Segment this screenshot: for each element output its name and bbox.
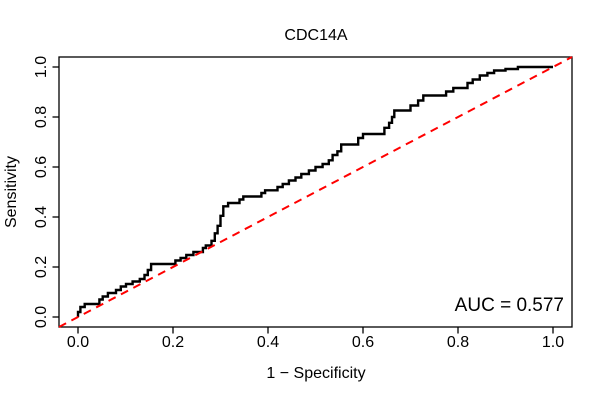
x-tick-label: 0.0 (67, 334, 89, 351)
x-tick-label: 1.0 (542, 334, 564, 351)
y-tick-label: 0.0 (33, 306, 50, 328)
x-axis-ticks: 0.0 0.2 0.4 0.6 0.8 1.0 (67, 327, 564, 351)
x-tick-label: 0.4 (257, 334, 279, 351)
x-axis-title: 1 − Specificity (266, 365, 365, 382)
x-tick-label: 0.8 (447, 334, 469, 351)
y-tick-label: 0.2 (33, 256, 50, 278)
y-axis-ticks: 0.0 0.2 0.4 0.6 0.8 1.0 (33, 56, 59, 328)
y-tick-label: 0.8 (33, 106, 50, 128)
roc-curve-line (76, 65, 553, 317)
reference-diagonal-line (58, 56, 573, 328)
auc-annotation: AUC = 0.577 (455, 295, 564, 316)
x-tick-label: 0.6 (352, 334, 374, 351)
plot-frame (58, 56, 573, 328)
y-tick-label: 0.6 (33, 156, 50, 178)
y-tick-label: 1.0 (33, 56, 50, 78)
plot-title: CDC14A (284, 27, 347, 44)
x-tick-label: 0.2 (162, 334, 184, 351)
plot-series (58, 56, 573, 328)
y-axis-title: Sensitivity (3, 156, 20, 228)
y-tick-label: 0.4 (33, 206, 50, 228)
